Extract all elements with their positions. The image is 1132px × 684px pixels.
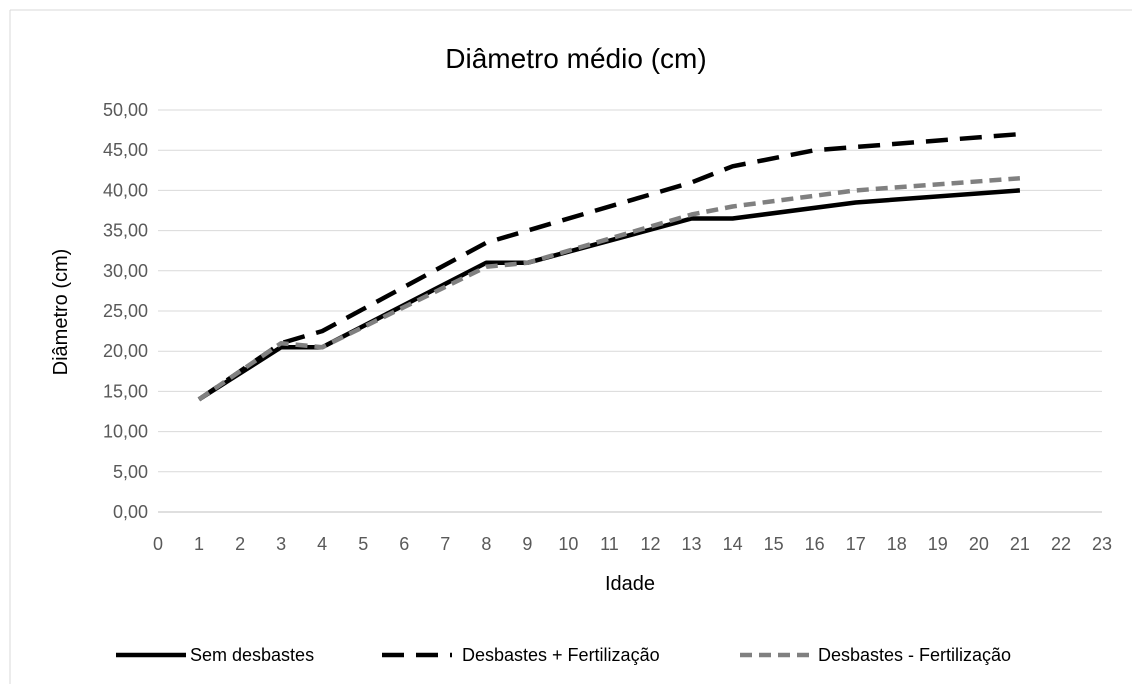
series-line-desbastes-fertiliza-o (197, 176, 1021, 402)
y-tick-label: 35,00 (103, 221, 148, 241)
y-tick-label: 20,00 (103, 341, 148, 361)
chart-title: Diâmetro médio (cm) (445, 43, 706, 74)
x-tick-label: 2 (235, 534, 245, 554)
x-tick-label: 7 (440, 534, 450, 554)
x-tick-label: 15 (764, 534, 784, 554)
x-tick-label: 14 (723, 534, 743, 554)
legend: Sem desbastes Desbastes + Fertilização Des… (116, 645, 1011, 665)
series-line-desbastes-fertiliza-o (197, 131, 1021, 402)
y-tick-label: 40,00 (103, 180, 148, 200)
x-tick-label: 9 (522, 534, 532, 554)
x-tick-label: 3 (276, 534, 286, 554)
x-tick-label: 1 (194, 534, 204, 554)
x-tick-label: 6 (399, 534, 409, 554)
x-tick-label: 20 (969, 534, 989, 554)
x-tick-label: 21 (1010, 534, 1030, 554)
x-tick-label: 12 (641, 534, 661, 554)
x-tick-label: 13 (682, 534, 702, 554)
gridlines (158, 109, 1102, 513)
x-tick-label: 11 (600, 534, 619, 554)
x-tick-label: 4 (317, 534, 327, 554)
legend-label: Desbastes + Fertilização (462, 645, 660, 665)
x-tick-label: 8 (481, 534, 491, 554)
legend-label: Desbastes - Fertilização (818, 645, 1011, 665)
x-tick-label: 18 (887, 534, 907, 554)
x-axis-label: Idade (605, 573, 655, 595)
series-lines (197, 131, 1021, 402)
y-tick-label: 25,00 (103, 301, 148, 321)
y-tick-label: 50,00 (103, 100, 148, 120)
legend-label: Sem desbastes (190, 645, 314, 665)
x-tick-labels: 0 1 2 3 4 5 6 7 8 9 10 11 12 13 14 15 16 17 18 19 20 21 22 23 (153, 534, 1112, 554)
y-tick-label: 0,00 (113, 502, 148, 522)
x-tick-label: 22 (1051, 534, 1071, 554)
y-tick-label: 5,00 (113, 462, 148, 482)
x-tick-label: 10 (558, 534, 578, 554)
y-tick-label: 10,00 (103, 422, 148, 442)
x-tick-label: 19 (928, 534, 948, 554)
x-tick-label: 23 (1092, 534, 1112, 554)
y-tick-label: 15,00 (103, 381, 148, 401)
x-tick-label: 16 (805, 534, 825, 554)
x-tick-label: 17 (846, 534, 866, 554)
y-tick-label: 30,00 (103, 261, 148, 281)
y-axis-label: Diâmetro (cm) (50, 249, 72, 376)
x-tick-label: 5 (358, 534, 368, 554)
y-tick-labels: 0,00 5,00 10,00 15,00 20,00 25,00 30,00 35,00 40… (103, 100, 148, 522)
y-tick-label: 45,00 (103, 140, 148, 160)
x-tick-label: 0 (153, 534, 163, 554)
